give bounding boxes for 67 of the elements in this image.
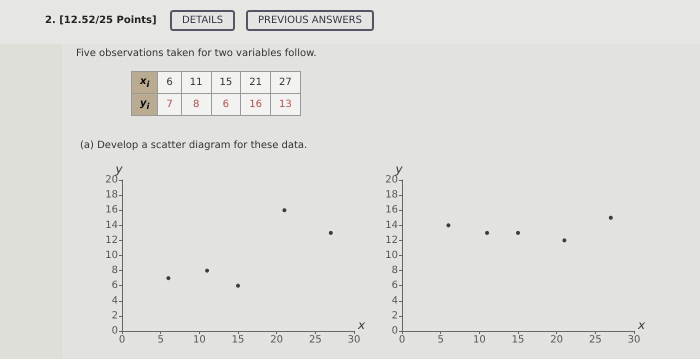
point [282,208,286,212]
x-tick-label: 0 [118,334,126,346]
y-tick-label: 18 [105,190,118,201]
y-tick-label: 10 [385,250,398,261]
y-tick-label: 12 [385,234,398,246]
text: Five observations taken for two variables follow. [76,48,317,59]
y-tick-label: 10 [105,250,118,261]
x-tick-label: 30 [348,334,360,346]
text: 11 [181,72,211,94]
text: 21 [240,72,270,94]
x-tick-label: 10 [192,334,206,346]
x-tick-label: 5 [437,334,444,346]
text: 7 [158,94,182,116]
y-tick-label: 18 [385,190,398,201]
y-axis-title: y [114,162,124,176]
text: 27 [270,72,300,94]
y-tick-label: 20 [385,174,398,186]
y-tick-label: 4 [392,295,398,306]
point [328,230,333,235]
point [166,276,170,280]
y-tick-label: 6 [112,280,118,292]
point [562,238,566,242]
y-tick-label: 2 [392,310,398,322]
point [446,223,450,228]
y-tick-label: 8 [112,265,118,276]
y-tick-label: 8 [392,265,398,276]
text: y$_{i}$ [132,94,158,116]
text: (a) Develop a scatter diagram for these data. [80,140,308,151]
text: 2. [12.52/25 Points] [45,15,157,26]
text: x$_{i}$ [132,72,158,94]
text: 15 [211,72,241,94]
x-tick-label: 15 [232,334,244,346]
y-tick-label: 0 [392,326,398,336]
y-tick-label: 0 [112,326,118,336]
point [236,284,240,288]
x-tick-label: 5 [157,334,164,346]
text: 8 [181,94,211,116]
y-tick-label: 14 [385,220,398,231]
x-tick-label: 20 [270,334,284,346]
y-tick-label: 20 [105,174,118,186]
text: 16 [240,94,270,116]
x-tick-label: 10 [472,334,486,346]
x-tick-label: 30 [628,334,640,346]
y-axis-title: y [394,162,404,176]
x-tick-label: 25 [308,334,322,346]
x-tick-label: 0 [398,334,406,346]
text: 13 [270,94,300,116]
y-tick-label: 6 [392,280,398,292]
x-axis-title: x [637,318,646,332]
text: 6 [211,94,241,116]
text: PREVIOUS ANSWERS [246,10,374,31]
point [485,230,490,235]
x-tick-label: 20 [550,334,564,346]
point [516,230,520,235]
y-tick-label: 2 [112,310,118,322]
y-tick-label: 14 [105,220,118,231]
text: DETAILS [170,10,236,31]
y-tick-label: 16 [105,204,118,216]
x-tick-label: 25 [588,334,602,346]
x-axis-title: x [357,318,366,332]
x-tick-label: 15 [512,334,524,346]
y-tick-label: 4 [112,295,118,306]
y-tick-label: 16 [385,204,398,216]
point [205,268,210,273]
text: 6 [158,72,182,94]
y-tick-label: 12 [105,234,118,246]
point [608,216,613,220]
